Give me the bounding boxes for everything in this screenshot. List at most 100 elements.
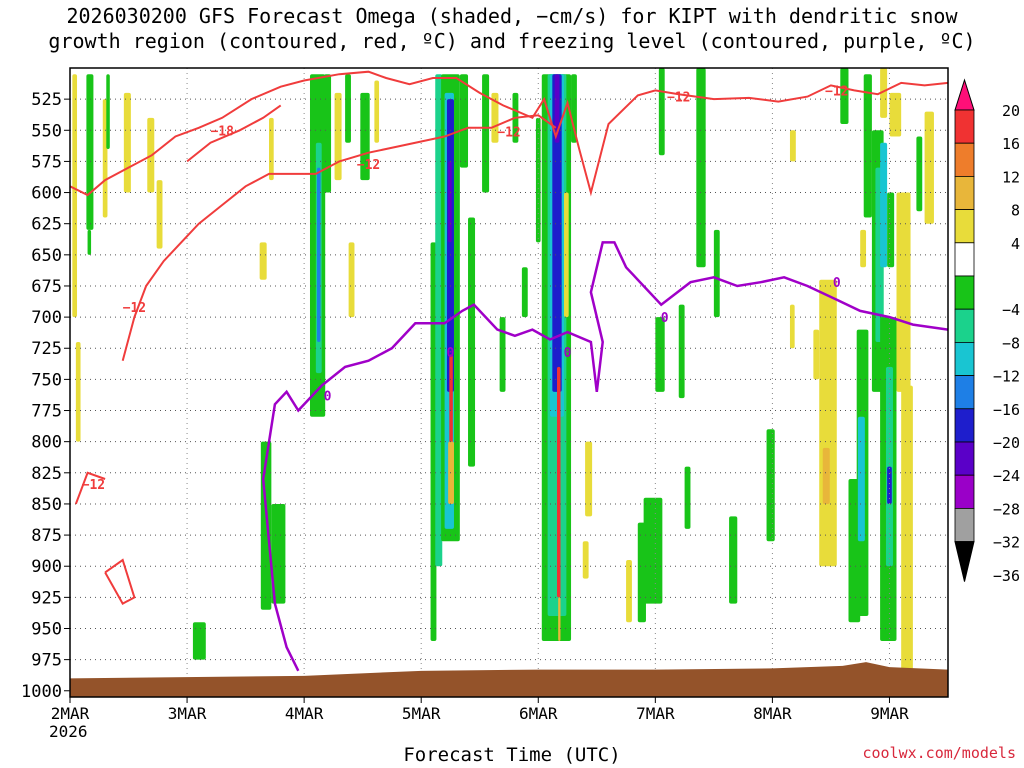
colorbar-label: 20	[1002, 102, 1020, 120]
colorbar-swatch	[954, 441, 975, 476]
omega-region-yellow	[860, 229, 867, 268]
omega-region-green	[482, 74, 490, 193]
omega-region-yellow	[348, 242, 355, 318]
colorbar-label: −32	[993, 534, 1020, 552]
omega-region-yellow	[880, 68, 888, 118]
dgz-minus12-label: −12	[825, 84, 848, 99]
colorbar: 20 16 12 8 4 −4 −8 −12 −16 −20 −24 −28 −32 −36	[954, 78, 1020, 585]
omega-region-green	[678, 304, 685, 399]
omega-region-yellow	[269, 117, 274, 181]
omega-region-yellow	[72, 74, 78, 318]
y-tick-label: 700	[31, 308, 62, 328]
x-tick-label: 2MAR	[51, 704, 90, 723]
freezing-level-label: 0	[833, 276, 841, 291]
omega-region-green	[887, 192, 895, 268]
colorbar-top-arrow	[954, 78, 975, 111]
contours: −18 −12 −12 −12 −12 −12 −12 0 0 0 0 0	[69, 70, 949, 672]
omega-region-yellow	[819, 279, 837, 567]
dgz-minus12-low-contour	[74, 471, 106, 505]
y-tick-label: 725	[31, 339, 62, 359]
colorbar-swatch	[954, 142, 975, 177]
y-tick-label: 625	[31, 215, 62, 235]
title-line-2: growth region (contoured, red, ºC) and f…	[48, 29, 976, 53]
omega-region-green	[271, 503, 286, 604]
colorbar-label: 16	[1002, 135, 1020, 153]
dgz-minus12-label: −12	[357, 158, 380, 173]
omega-region-green	[643, 497, 663, 604]
x-tick-label: 3MAR	[168, 704, 207, 723]
omega-region-yellow	[374, 80, 380, 143]
colorbar-label: −28	[993, 500, 1020, 518]
omega-region-green	[684, 466, 691, 529]
colorbar-label: 4	[1011, 235, 1020, 253]
omega-region-yellow	[334, 92, 342, 181]
omega-region-yellow	[813, 329, 820, 380]
omega-region-yellow	[626, 559, 632, 623]
omega-region-yellow	[156, 180, 163, 249]
x-tick-label: 8MAR	[753, 704, 792, 723]
omega-region-green	[345, 74, 351, 143]
x-tick-label: 7MAR	[636, 704, 675, 723]
omega-region-green	[521, 267, 528, 318]
omega-region-green	[324, 74, 332, 193]
x-tick-label: 6MAR	[519, 704, 558, 723]
title-line-1: 2026030200 GFS Forecast Omega (shaded, −…	[66, 4, 958, 28]
omega-region-green	[459, 74, 469, 168]
omega-region-gold	[448, 441, 454, 504]
terrain	[70, 662, 948, 697]
omega-region-yellow	[582, 541, 589, 579]
y-tick-label: 550	[31, 121, 62, 141]
omega-region-yellow	[259, 242, 267, 280]
y-tick-label: 650	[31, 246, 62, 266]
colorbar-swatch	[954, 341, 975, 376]
dgz-minus12-label: −12	[667, 91, 690, 106]
x-axis-year: 2026	[49, 722, 88, 741]
dgz-minus18-label: −18	[210, 124, 234, 139]
x-axis-ticks: 2MAR 3MAR 4MAR 5MAR 6MAR 7MAR 8MAR 9MAR	[51, 697, 909, 723]
omega-region-green	[916, 136, 923, 212]
freezing-level-label: 0	[447, 346, 455, 361]
omega-region-red	[556, 366, 561, 598]
omega-region-purple	[448, 161, 452, 243]
omega-region-teal	[435, 74, 443, 567]
freezing-level-label: 0	[564, 346, 572, 361]
y-tick-label: 850	[31, 495, 62, 515]
omega-region-green	[87, 229, 92, 255]
omega-region-gold	[558, 597, 561, 641]
freezing-level-contour	[261, 241, 949, 672]
colorbar-swatch	[954, 308, 975, 343]
omega-region-yellow	[789, 304, 795, 349]
omega-region-yellow	[924, 111, 934, 224]
colorbar-label: −4	[1002, 301, 1020, 319]
omega-region-purple	[554, 74, 560, 143]
y-tick-label: 925	[31, 588, 62, 608]
omega-region-green	[106, 74, 110, 149]
omega-region-green	[192, 622, 206, 660]
freezing-level-label: 0	[324, 390, 332, 405]
y-tick-label: 600	[31, 184, 62, 204]
colorbar-bottom-arrow	[954, 541, 975, 582]
omega-region-yellow	[789, 130, 796, 162]
y-axis-ticks: 525 550 575 600 625 650 675 700 725 750 775 800 825 8…	[21, 90, 70, 702]
colorbar-swatch	[954, 109, 975, 144]
dgz-minus12-label: −12	[123, 301, 146, 316]
omega-region-green	[729, 516, 738, 604]
colorbar-label: 12	[1002, 168, 1020, 186]
colorbar-label: −36	[993, 567, 1020, 585]
colorbar-label: −24	[993, 467, 1020, 485]
freezing-level-label: 0	[661, 311, 669, 326]
omega-region-cyan	[880, 142, 888, 268]
y-tick-label: 525	[31, 90, 62, 110]
y-tick-label: 825	[31, 464, 62, 484]
y-tick-label: 875	[31, 526, 62, 546]
omega-region-green	[360, 92, 370, 181]
y-tick-label: 775	[31, 402, 62, 422]
colorbar-swatch	[954, 474, 975, 509]
y-tick-label: 800	[31, 433, 62, 453]
omega-shading	[72, 68, 934, 679]
omega-region-navy	[887, 466, 892, 504]
omega-region-yellow	[901, 385, 913, 679]
colorbar-swatch	[954, 209, 975, 244]
credit-link[interactable]: coolwx.com/models	[862, 744, 1016, 762]
